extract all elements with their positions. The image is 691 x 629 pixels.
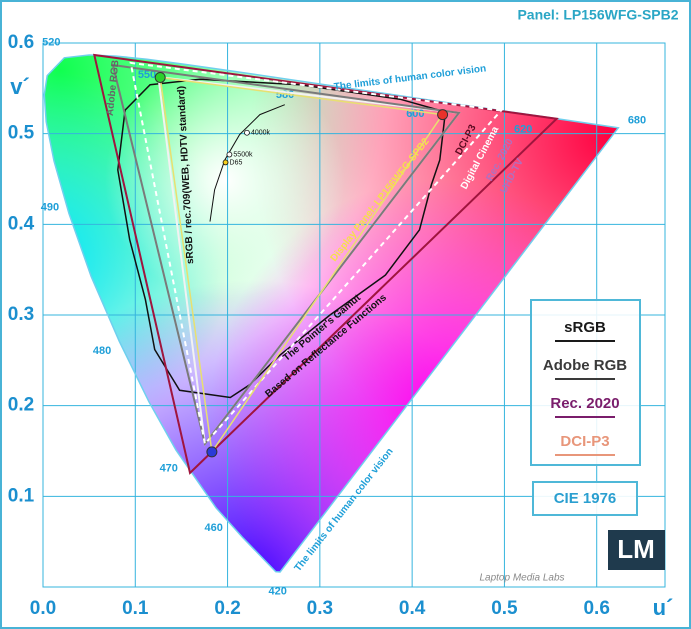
logo-box: [608, 530, 665, 570]
white-point-label: D65: [230, 159, 243, 166]
wavelength-label: 480: [93, 345, 111, 357]
gamut-triangle: [129, 61, 504, 446]
y-tick-label: 0.1: [8, 485, 35, 506]
white-point: [226, 151, 233, 158]
wavelength-label: 490: [41, 202, 59, 214]
x-tick-label: 0.3: [307, 598, 333, 619]
panel-primary: [437, 109, 449, 121]
logo: LM: [617, 534, 655, 564]
white-point-label: 4000k: [251, 130, 271, 137]
legend-label: DCI-P3: [560, 433, 609, 450]
cie-label: CIE 1976: [554, 490, 617, 507]
legend-label: Adobe RGB: [543, 357, 627, 374]
x-tick-label: 0.6: [583, 598, 609, 619]
panel-primary: [154, 71, 166, 83]
white-point-label: 5500k: [233, 151, 253, 158]
x-axis-label: u´: [653, 595, 674, 620]
y-tick-label: 0.5: [8, 123, 35, 144]
x-tick-label: 0.4: [399, 598, 426, 619]
legend-label: sRGB: [564, 319, 606, 336]
x-tick-label: 0.0: [30, 598, 56, 619]
y-tick-label: 0.6: [8, 32, 34, 53]
wavelength-label: 460: [205, 522, 223, 534]
wavelength-label: 680: [628, 115, 646, 127]
white-point: [222, 159, 229, 166]
x-tick-label: 0.5: [491, 598, 518, 619]
gamut-triangle: [93, 53, 559, 475]
cie-box: [532, 481, 638, 516]
y-axis-label: v´: [10, 74, 30, 99]
x-tick-label: 0.1: [122, 598, 149, 619]
y-tick-label: 0.4: [8, 213, 35, 234]
planckian-locus: [209, 104, 285, 222]
legend-box: [530, 299, 641, 466]
brand: Laptop Media Labs: [479, 573, 564, 584]
plot-border: [42, 42, 666, 588]
wavelength-label: 420: [269, 585, 287, 597]
wavelength-label: 620: [514, 124, 532, 136]
legend-label: Rec. 2020: [550, 395, 619, 412]
wavelength-label: 470: [160, 463, 178, 475]
panel-triangle: [159, 76, 444, 454]
wavelength-label: 550: [138, 69, 156, 81]
wavelength-label: 520: [42, 37, 60, 49]
gamut-triangle: [111, 63, 461, 447]
x-tick-label: 0.2: [214, 598, 240, 619]
panel-primary: [206, 446, 218, 458]
y-tick-label: 0.2: [8, 395, 34, 416]
spectral-locus: [43, 54, 620, 573]
chart-title: Panel: LP156WFG-SPB2: [517, 7, 678, 23]
white-point: [244, 129, 250, 136]
y-tick-label: 0.3: [8, 304, 34, 325]
pointer-gamut: [117, 78, 447, 399]
